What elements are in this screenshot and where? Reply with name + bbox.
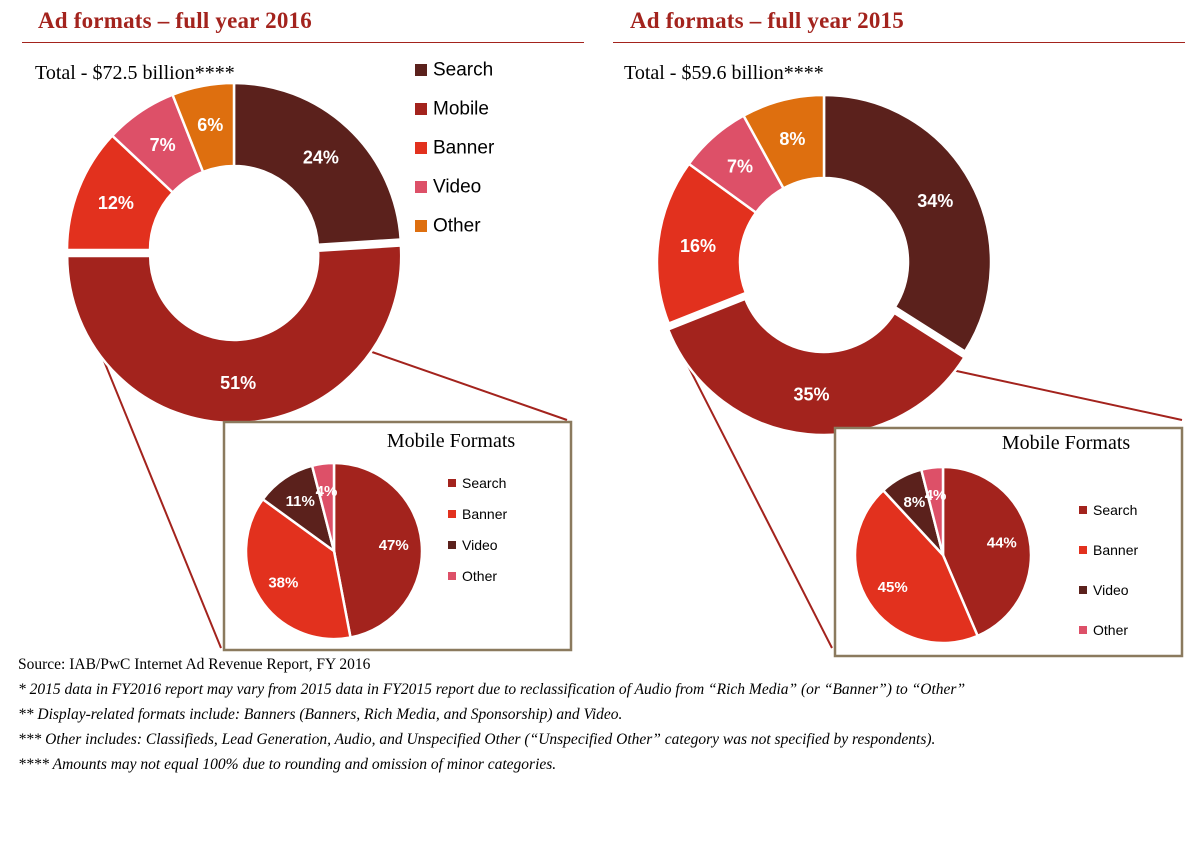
mobile-2015-legend-label-video: Video: [1093, 582, 1129, 598]
donut-2015-label-search: 34%: [917, 191, 953, 211]
connector-2015-left: [679, 349, 833, 649]
main-legend-label-search: Search: [433, 60, 493, 81]
title-rule-2016: [22, 42, 584, 43]
footnote-2: ** Display-related formats include: Bann…: [18, 706, 623, 723]
connector-2015-right: [951, 369, 1183, 421]
mobile-2015-legend-label-other: Other: [1093, 622, 1128, 638]
donut-2015-slice-mobile: [666, 297, 967, 437]
connector-2016-right: [371, 351, 568, 421]
mobile-2015-slice-other: [919, 465, 945, 556]
mobile-2016-legend-label-video: Video: [462, 537, 498, 553]
footnote-4: **** Amounts may not equal 100% due to r…: [18, 756, 557, 773]
mobile-2015-legend-swatch-banner: [1079, 546, 1087, 554]
donut-2015-slice-search: [822, 93, 993, 354]
mobile-2016-slice-other: [310, 461, 336, 552]
donut-2016-label-other: 6%: [197, 115, 223, 135]
mobile-2015-label-video: 8%: [904, 494, 926, 511]
mobile-2016-label-search: 47%: [379, 537, 409, 554]
source-note: Source: IAB/PwC Internet Ad Revenue Repo…: [18, 656, 371, 673]
mobile-2015-legend-label-banner: Banner: [1093, 542, 1138, 558]
mobile-2015-label-search: 44%: [987, 534, 1017, 551]
mobile-2016-legend-swatch-video: [448, 541, 456, 549]
donut-2015-label-video: 7%: [727, 157, 753, 177]
mobile-title-2016: Mobile Formats: [387, 430, 516, 452]
mobile-2016-legend-swatch-other: [448, 572, 456, 580]
mobile-2016-legend-label-banner: Banner: [462, 506, 507, 522]
main-legend-label-mobile: Mobile: [433, 99, 489, 120]
mobile-2016-label-other: 4%: [316, 483, 338, 500]
mobile-2016-label-banner: 38%: [268, 575, 298, 592]
panel-title-2016: Ad formats – full year 2016: [38, 8, 312, 33]
footnote-1: * 2015 data in FY2016 report may vary fr…: [18, 681, 966, 698]
mobile-2016-legend-label-other: Other: [462, 568, 497, 584]
main-legend-label-video: Video: [433, 177, 481, 198]
mobile-2015-legend-swatch-other: [1079, 626, 1087, 634]
donut-2015-slice-other: [741, 93, 826, 191]
footnotes: Source: IAB/PwC Internet Ad Revenue Repo…: [18, 652, 1188, 777]
mobile-2015-slice-search: [941, 465, 1033, 638]
mobile-2015-label-other: 4%: [925, 487, 947, 504]
main-legend-label-banner: Banner: [433, 138, 495, 159]
donut-2015-label-banner: 16%: [680, 236, 716, 256]
mobile-2015-legend-swatch-search: [1079, 506, 1087, 514]
mobile-2016-slice-banner: [244, 497, 352, 641]
donut-2015-label-other: 8%: [779, 129, 805, 149]
mobile-2016-slice-search: [332, 461, 424, 639]
mobile-2015-legend-swatch-video: [1079, 586, 1087, 594]
donut-2016-label-mobile: 51%: [220, 373, 256, 393]
panel-title-2015: Ad formats – full year 2015: [630, 8, 904, 33]
donut-2016-slice-mobile: [65, 244, 403, 425]
main-legend-label-other: Other: [433, 216, 481, 237]
donut-2016-label-search: 24%: [303, 147, 339, 167]
donut-2016-slice-search: [232, 81, 402, 247]
main-legend-swatch-search: [415, 64, 427, 76]
mobile-2015-legend-label-search: Search: [1093, 502, 1137, 518]
donut-2016-label-banner: 12%: [98, 193, 134, 213]
main-legend-swatch-mobile: [415, 103, 427, 115]
main-legend-swatch-banner: [415, 142, 427, 154]
mobile-2015-label-banner: 45%: [878, 579, 908, 596]
donut-2016-label-video: 7%: [150, 135, 176, 155]
mobile-2016-legend-swatch-search: [448, 479, 456, 487]
mobile-2016-legend-swatch-banner: [448, 510, 456, 518]
total-2015: Total - $59.6 billion****: [624, 62, 824, 84]
mobile-2015-slice-banner: [853, 488, 980, 645]
donut-2016-slice-other: [170, 81, 236, 174]
mobile-title-2015: Mobile Formats: [1002, 432, 1131, 454]
total-2016: Total - $72.5 billion****: [35, 62, 235, 84]
donut-2015-label-mobile: 35%: [793, 384, 829, 404]
mobile-2016-legend-label-search: Search: [462, 475, 506, 491]
footnote-3: *** Other includes: Classifieds, Lead Ge…: [18, 731, 936, 748]
mobile-2016-label-video: 11%: [286, 493, 315, 510]
main-legend-swatch-video: [415, 181, 427, 193]
title-rule-2015: [613, 42, 1185, 43]
main-legend-swatch-other: [415, 220, 427, 232]
